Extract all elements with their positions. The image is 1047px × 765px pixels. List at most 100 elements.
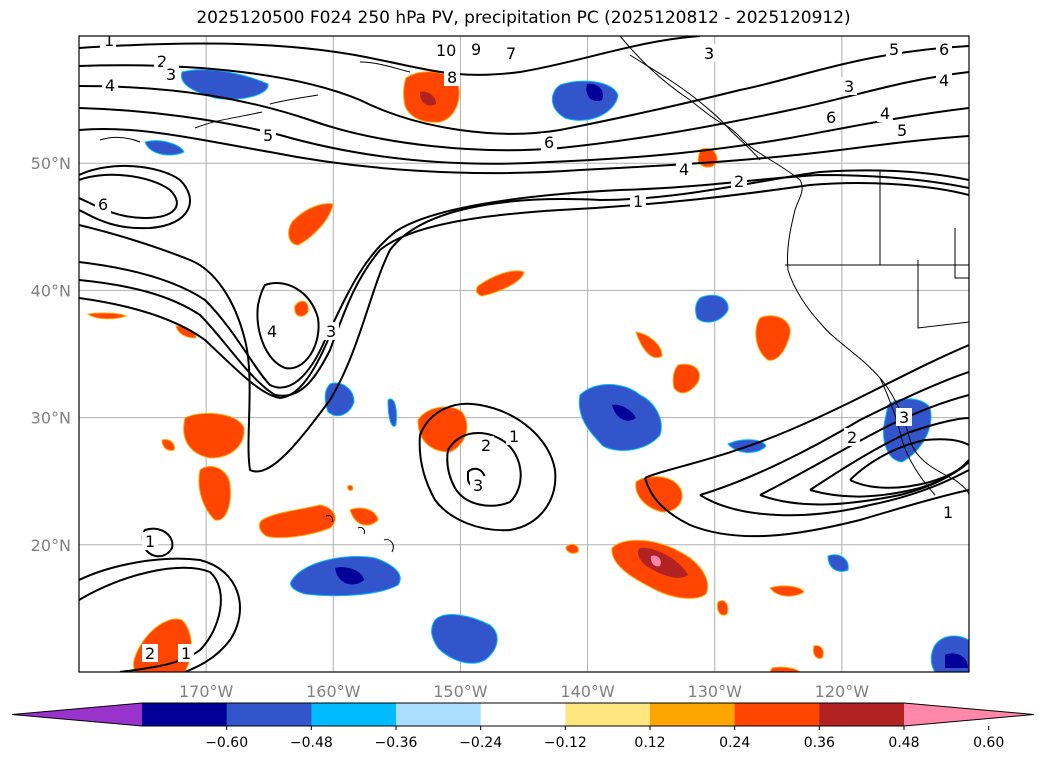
pv-contour bbox=[79, 165, 191, 230]
colorbar: −0.60 −0.48 −0.36 −0.24 −0.12 0.12 0.24 0.36 0.4… bbox=[11, 702, 1035, 751]
precip-neg-blob bbox=[144, 140, 185, 156]
contour-label-2: 2 bbox=[145, 644, 155, 663]
colorbar-segment bbox=[819, 703, 905, 726]
colorbar-segment bbox=[226, 703, 312, 726]
pv-contour bbox=[446, 431, 522, 507]
contour-label-4: 4 bbox=[267, 322, 277, 341]
contour-label-7: 7 bbox=[506, 44, 516, 63]
colorbar-segment bbox=[311, 703, 397, 726]
contour-label-3: 3 bbox=[844, 77, 854, 96]
colorbar-tick-label: 0.48 bbox=[888, 735, 919, 751]
contour-label-3: 3 bbox=[166, 65, 176, 84]
contour-label-10: 10 bbox=[436, 41, 456, 60]
precip-pos-blob bbox=[349, 507, 379, 526]
pv-contour bbox=[79, 557, 241, 672]
map-title: 2025120500 F024 250 hPa PV, precipitatio… bbox=[196, 8, 851, 28]
pv-contour bbox=[79, 36, 701, 76]
pv-contour bbox=[79, 128, 969, 175]
contour-label-5: 5 bbox=[263, 126, 273, 145]
pv-contour bbox=[79, 169, 969, 473]
pv-contour bbox=[79, 297, 329, 400]
precip-pos-blob bbox=[565, 544, 579, 554]
precip-neg-blob bbox=[180, 69, 269, 100]
pv-contours bbox=[79, 36, 969, 672]
colorbar-segment bbox=[650, 703, 736, 726]
lat-tick-label: 50°N bbox=[31, 154, 71, 173]
precip-pos-blob bbox=[637, 547, 688, 578]
contour-label-1: 1 bbox=[104, 31, 114, 50]
precip-pos-blob bbox=[650, 555, 661, 567]
colorbar-tick-label: −0.48 bbox=[290, 735, 333, 751]
contour-label-1: 1 bbox=[943, 503, 953, 522]
precip-neg-blob bbox=[431, 614, 498, 664]
map-background bbox=[79, 36, 969, 672]
precip-neg-blob bbox=[612, 404, 636, 421]
contour-label-6: 6 bbox=[544, 133, 554, 152]
latitude-tick-labels: 50°N 40°N 30°N 20°N bbox=[31, 154, 71, 555]
precip-pos-blob bbox=[475, 270, 525, 297]
colorbar-segment bbox=[396, 703, 482, 726]
contour-label-3: 3 bbox=[326, 322, 336, 341]
lat-tick-label: 30°N bbox=[31, 409, 71, 428]
contour-label-3: 3 bbox=[899, 408, 909, 427]
precip-shading bbox=[86, 69, 969, 672]
contour-label-4: 4 bbox=[679, 160, 689, 179]
lon-tick-label: 120°W bbox=[815, 682, 870, 701]
colorbar-tick-label: −0.12 bbox=[544, 735, 587, 751]
contour-label-6: 6 bbox=[939, 40, 949, 59]
pv-contour bbox=[79, 71, 969, 152]
contour-label-1: 1 bbox=[181, 644, 191, 663]
contour-label-1: 1 bbox=[509, 427, 519, 446]
contour-label-8: 8 bbox=[447, 68, 457, 87]
lon-tick-label: 140°W bbox=[560, 682, 615, 701]
lat-tick-label: 40°N bbox=[31, 281, 71, 300]
colorbar-tick-label: 0.36 bbox=[804, 735, 835, 751]
colorbar-tick-label: 0.60 bbox=[973, 735, 1004, 751]
precip-pos-blob bbox=[717, 600, 729, 616]
contour-labels: 1 2 3 4 5 6 4 3 10 9 8 7 6 1 bbox=[95, 31, 956, 663]
colorbar-segment bbox=[565, 703, 651, 726]
colorbar-tick-label: 0.24 bbox=[719, 735, 750, 751]
coastline-aleutian bbox=[99, 61, 411, 143]
contour-label-6: 6 bbox=[98, 195, 108, 214]
contour-label-1: 1 bbox=[145, 532, 155, 551]
precip-neg-blob bbox=[945, 653, 968, 668]
contour-label-2: 2 bbox=[734, 172, 744, 191]
precip-pos-blob bbox=[288, 203, 334, 246]
precip-neg-blob bbox=[324, 382, 355, 417]
state-border bbox=[785, 170, 969, 329]
pv-contour bbox=[79, 182, 969, 397]
contour-label-4: 4 bbox=[939, 71, 949, 90]
colorbar-segment bbox=[480, 703, 566, 726]
pv-contour bbox=[256, 282, 320, 370]
precip-pos-blob bbox=[198, 466, 231, 521]
colorbar-outline bbox=[11, 702, 1035, 727]
precip-neg-blob bbox=[586, 83, 603, 102]
coastline-baja bbox=[879, 377, 936, 496]
precip-pos-blob bbox=[347, 485, 354, 491]
pv-contour bbox=[644, 344, 969, 538]
pv-contour bbox=[849, 438, 969, 489]
precip-pos-blob bbox=[161, 439, 175, 451]
colorbar-tick-label: −0.24 bbox=[459, 735, 502, 751]
contour-label-1: 1 bbox=[633, 192, 643, 211]
contour-label-4: 4 bbox=[105, 76, 115, 95]
lon-tick-label: 170°W bbox=[179, 682, 234, 701]
precip-pos-blob bbox=[769, 585, 805, 597]
contour-label-5: 5 bbox=[897, 121, 907, 140]
contour-label-3: 3 bbox=[704, 44, 714, 63]
contour-label-2: 2 bbox=[847, 428, 857, 447]
colorbar-extend-min bbox=[12, 703, 142, 726]
colorbar-tick-label: −0.60 bbox=[205, 735, 248, 751]
precip-pos-blob bbox=[755, 315, 791, 361]
lon-tick-label: 160°W bbox=[306, 682, 361, 701]
colorbar-tick-label: −0.36 bbox=[375, 735, 418, 751]
contour-label-6: 6 bbox=[826, 108, 836, 127]
precip-pos-blob bbox=[183, 412, 245, 459]
pv-contour bbox=[699, 371, 969, 517]
precip-neg-blob bbox=[695, 294, 729, 323]
precip-pos-blob bbox=[420, 91, 436, 106]
precip-pos-blob bbox=[635, 331, 663, 358]
contour-label-9: 9 bbox=[471, 40, 481, 59]
